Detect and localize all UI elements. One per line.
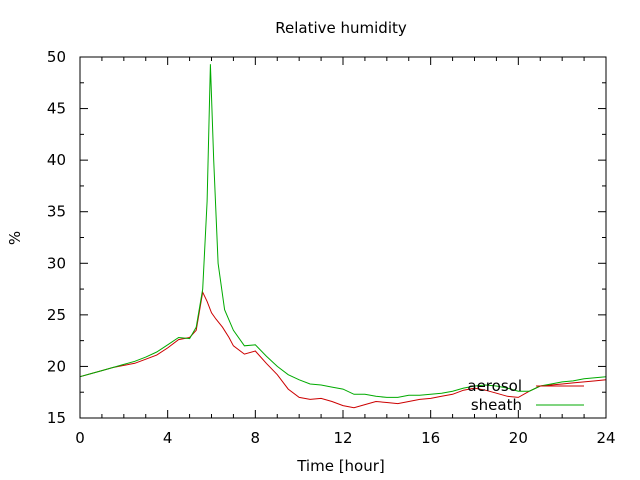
x-tick-label: 8: [251, 429, 261, 447]
plot-frame: [79, 56, 607, 419]
y-tick-label: 15: [47, 409, 66, 427]
x-tick-label: 16: [421, 429, 440, 447]
y-tick-label: 50: [47, 48, 66, 66]
y-tick-label: 35: [47, 203, 66, 221]
x-tick-label: 20: [509, 429, 528, 447]
y-tick-label: 20: [47, 357, 66, 375]
legend-label-sheath: sheath: [471, 396, 522, 414]
legend-label-aerosol: aerosol: [467, 377, 522, 395]
chart-title: Relative humidity: [275, 19, 407, 37]
y-tick-label: 25: [47, 306, 66, 324]
x-axis-label: Time [hour]: [296, 457, 385, 475]
axis-ticks: 15 20 25 30 35 40 45 50 0 4 8 12 16 20 24: [47, 48, 616, 447]
x-tick-label: 4: [163, 429, 173, 447]
y-tick-label: 45: [47, 100, 66, 118]
series-layer: [79, 64, 607, 409]
y-tick-label: 30: [47, 254, 66, 272]
y-axis-label: %: [6, 231, 24, 245]
x-tick-label: 12: [333, 429, 352, 447]
y-tick-label: 40: [47, 151, 66, 169]
series-line-aerosol: [79, 290, 607, 409]
x-tick-label: 24: [596, 429, 615, 447]
series-line-sheath: [79, 64, 607, 398]
x-tick-label: 0: [75, 429, 85, 447]
